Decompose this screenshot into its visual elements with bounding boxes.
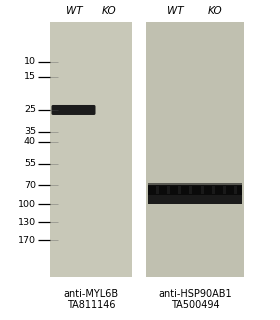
Bar — [148, 196, 242, 204]
Bar — [148, 183, 242, 186]
Text: KO: KO — [207, 6, 222, 16]
Text: TA811146: TA811146 — [67, 300, 115, 310]
Text: KO: KO — [102, 6, 116, 16]
Bar — [167, 186, 170, 194]
Text: 40: 40 — [24, 137, 36, 146]
Text: 130: 130 — [18, 218, 36, 227]
Text: 170: 170 — [18, 236, 36, 244]
Bar — [212, 186, 215, 194]
Bar — [223, 186, 226, 194]
Text: WT: WT — [66, 6, 83, 16]
Text: 10: 10 — [24, 57, 36, 66]
Bar — [156, 186, 159, 194]
Text: TA500494: TA500494 — [171, 300, 219, 310]
Text: 35: 35 — [24, 127, 36, 136]
Bar — [234, 186, 237, 194]
Text: WT: WT — [167, 6, 184, 16]
Bar — [200, 186, 204, 194]
Bar — [190, 186, 192, 194]
Text: 70: 70 — [24, 181, 36, 190]
Bar — [178, 186, 181, 194]
Bar — [148, 185, 242, 196]
Bar — [146, 22, 244, 277]
Text: 15: 15 — [24, 72, 36, 81]
Text: anti-MYL6B: anti-MYL6B — [64, 289, 118, 299]
FancyBboxPatch shape — [52, 105, 95, 115]
Text: 100: 100 — [18, 200, 36, 209]
Text: 55: 55 — [24, 159, 36, 168]
Bar — [50, 22, 132, 277]
Text: 25: 25 — [24, 106, 36, 115]
Text: anti-HSP90AB1: anti-HSP90AB1 — [158, 289, 232, 299]
